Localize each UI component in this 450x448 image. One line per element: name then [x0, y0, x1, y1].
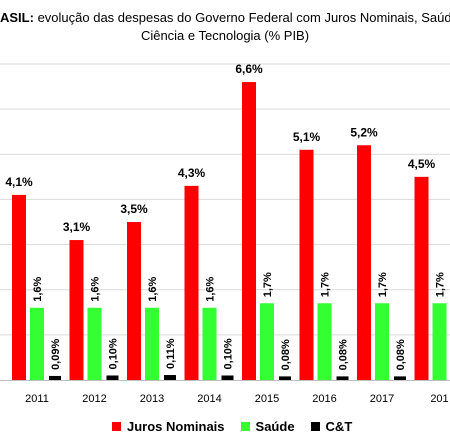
bar-saude — [375, 303, 389, 380]
bar-ct — [336, 376, 349, 380]
data-label-saude: 1,7% — [320, 272, 332, 297]
x-tick-label: 2014 — [197, 393, 221, 405]
bar-saude — [260, 303, 274, 380]
bar-juros — [12, 194, 26, 380]
x-tick-label: 2012 — [82, 393, 106, 405]
data-label-ct: 0,08% — [395, 339, 407, 370]
bar-ct — [49, 375, 61, 380]
data-label-juros: 6,6% — [235, 62, 263, 76]
bar-ct — [164, 375, 176, 380]
data-label-juros: 3,1% — [63, 220, 91, 234]
bar-ct — [279, 376, 291, 380]
title-text: evolução das despesas do Governo Federal… — [33, 10, 450, 25]
data-label-ct: 0,09% — [50, 339, 62, 370]
legend-item-juros: Juros Nominais — [112, 419, 225, 434]
x-tick-label: 201 — [430, 393, 448, 405]
bar-saude — [30, 307, 44, 380]
data-label-juros: 5,2% — [350, 125, 378, 139]
bar-ct — [221, 375, 234, 380]
x-tick-label: 2017 — [370, 393, 394, 405]
bar-juros — [184, 185, 199, 380]
legend-label-juros: Juros Nominais — [127, 418, 225, 434]
title-prefix: ASIL: — [0, 10, 34, 25]
bar-juros — [357, 145, 371, 380]
data-label-saude: 1,6% — [90, 276, 102, 301]
bar-saude — [317, 303, 332, 380]
bar-juros — [414, 176, 429, 380]
bar-ct — [394, 376, 406, 380]
data-label-juros: 4,3% — [178, 166, 206, 180]
title-line-1: ASIL: evolução das despesas do Governo F… — [0, 10, 450, 26]
legend-item-saude: Saúde — [240, 418, 295, 434]
data-label-juros: 5,1% — [293, 130, 321, 144]
bar-saude — [202, 307, 217, 380]
bar-ct — [106, 375, 119, 380]
data-label-saude: 1,6% — [147, 276, 159, 301]
title-line-2: Ciência e Tecnologia (% PIB) — [140, 28, 310, 43]
bar-juros — [127, 222, 141, 380]
data-label-saude: 1,7% — [435, 272, 447, 297]
data-label-saude: 1,6% — [32, 276, 44, 301]
data-label-juros: 4,5% — [408, 157, 436, 171]
bar-juros — [299, 149, 314, 380]
bar-saude — [145, 307, 159, 380]
x-tick-label: 2015 — [255, 393, 279, 405]
data-label-ct: 0,08% — [338, 339, 350, 370]
legend-swatch-ct — [310, 421, 320, 431]
data-label-ct: 0,11% — [165, 338, 177, 369]
x-tick-label: 2016 — [312, 393, 336, 405]
legend-label-saude: Saúde — [255, 418, 295, 434]
legend-swatch-juros — [112, 421, 121, 431]
data-label-juros: 4,1% — [5, 175, 33, 189]
bar-juros — [242, 82, 256, 381]
data-label-saude: 1,7% — [377, 272, 389, 297]
legend-item-ct: C&T — [310, 418, 353, 434]
legend-swatch-saude — [240, 421, 250, 431]
data-label-ct: 0,10% — [108, 338, 120, 369]
data-label-saude: 1,7% — [262, 272, 274, 297]
data-label-ct: 0,08% — [280, 339, 292, 370]
data-label-ct: 0,10% — [223, 338, 235, 369]
x-tick-label: 2013 — [140, 393, 164, 405]
data-label-juros: 3,5% — [120, 202, 148, 216]
legend: Juros Nominais Saúde C&T — [112, 417, 368, 435]
data-label-saude: 1,6% — [205, 276, 217, 301]
bar-saude — [87, 307, 102, 380]
x-tick-label: 2011 — [25, 393, 49, 405]
legend-label-ct: C&T — [325, 418, 353, 434]
bar-juros — [69, 240, 84, 380]
bar-saude — [432, 303, 447, 380]
